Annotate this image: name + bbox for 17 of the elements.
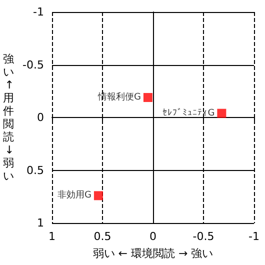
y-tick-label: -1 xyxy=(33,6,44,18)
y-tick-label: -0.5 xyxy=(22,58,44,72)
x-tick-label: 0 xyxy=(150,230,156,244)
x-tick-label: 0.5 xyxy=(94,230,112,244)
x-tick-label: 1 xyxy=(48,230,56,244)
y-tick-label: 0 xyxy=(37,111,44,124)
point xyxy=(143,92,152,102)
x-tick-label: -0.5 xyxy=(192,230,214,244)
x-axis-title: 弱い ← 環境閲読 → 強い xyxy=(92,247,214,260)
annotation: ｾﾚﾌﾞﾐｭﾆﾃｨG xyxy=(162,107,215,118)
annotation: 非効用G xyxy=(57,190,92,201)
point xyxy=(94,191,103,200)
text: 強い↑用件閲読↓弱い xyxy=(3,52,14,183)
point xyxy=(217,108,226,118)
y-tick-label: 1 xyxy=(37,216,44,230)
x-tick-label: -1 xyxy=(248,230,260,244)
y-tick-label: 0.5 xyxy=(26,164,44,177)
